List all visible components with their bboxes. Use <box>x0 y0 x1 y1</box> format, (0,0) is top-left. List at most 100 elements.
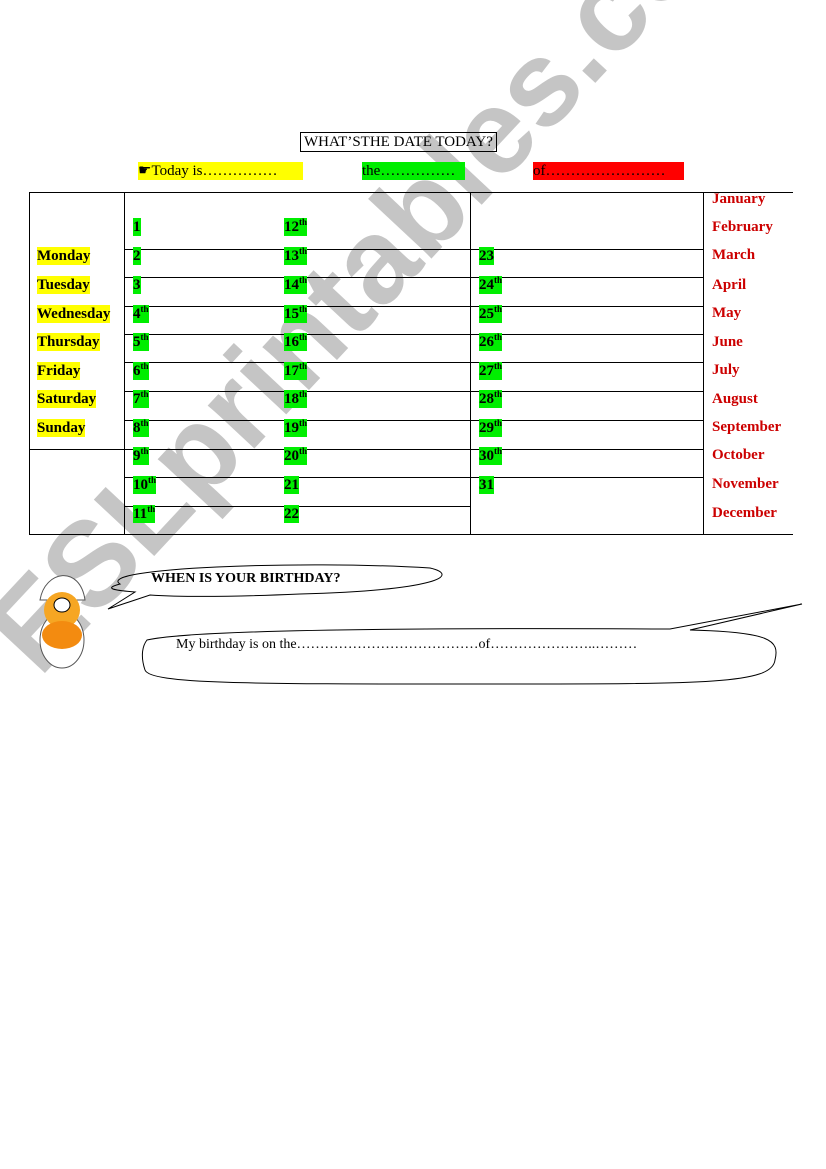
month-april: April <box>712 277 747 293</box>
day-number: 30 <box>479 448 494 464</box>
day-number: 29 <box>479 420 494 436</box>
day-number: 11 <box>133 506 148 522</box>
day-number: 10 <box>133 477 148 493</box>
ordinal-suffix: th <box>299 246 308 256</box>
number-cell: 9th <box>133 447 149 465</box>
weekday-thursday: Thursday <box>37 333 100 351</box>
table-border <box>29 449 124 450</box>
day-number: 31 <box>479 477 494 493</box>
ordinal-suffix: th <box>494 332 503 342</box>
table-border <box>29 534 793 535</box>
ordinal-suffix: th <box>494 446 503 456</box>
day-number: 23 <box>479 248 494 264</box>
number-cell: 18th <box>284 389 308 408</box>
table-border <box>470 449 703 450</box>
ordinal-suffix: th <box>140 446 149 456</box>
number-cell: 13th <box>284 246 308 265</box>
month-december: December <box>712 505 777 521</box>
garfield-egg-icon <box>39 575 86 669</box>
ordinal-suffix: th <box>494 275 503 285</box>
day-number: 2 <box>133 248 141 264</box>
weekday-monday: Monday <box>37 247 91 265</box>
day-number: 17 <box>284 363 299 379</box>
month-july: July <box>712 362 740 378</box>
table-border <box>470 334 703 335</box>
ordinal-suffix: th <box>494 418 503 428</box>
day-number: 3 <box>133 277 141 293</box>
day-number: 8 <box>133 420 141 436</box>
ordinal-suffix: th <box>299 446 308 456</box>
day-number: 27 <box>479 363 494 379</box>
worksheet-title: WHAT’STHE DATE TODAY? <box>300 132 497 152</box>
number-cell: 10th <box>133 475 157 494</box>
number-cell: 27th <box>479 361 503 380</box>
day-number: 1 <box>133 219 141 235</box>
birthday-answer-line[interactable]: My birthday is on the…………………………………of…………… <box>176 637 638 652</box>
ordinal-suffix: th <box>494 361 503 371</box>
month-august: August <box>712 391 758 407</box>
table-border <box>29 192 30 535</box>
day-number: 22 <box>284 506 299 522</box>
day-number: 16 <box>284 334 299 350</box>
month-september: September <box>712 419 782 435</box>
today-prompt: ☛Today is…………… <box>138 162 303 180</box>
number-cell: 3 <box>133 276 141 294</box>
number-cell: 25th <box>479 304 503 323</box>
table-border <box>29 192 793 193</box>
number-cell: 1 <box>133 218 141 236</box>
weekday-tuesday: Tuesday <box>37 276 90 294</box>
number-cell: 20th <box>284 446 308 465</box>
the-prompt: the…………… <box>362 162 465 180</box>
weekday-friday: Friday <box>37 362 81 380</box>
ordinal-suffix: th <box>494 304 503 314</box>
number-cell: 28th <box>479 389 503 408</box>
ordinal-suffix: th <box>140 361 149 371</box>
ordinal-suffix: th <box>299 389 308 399</box>
day-number: 15 <box>284 306 299 322</box>
table-border <box>470 192 471 535</box>
day-number: 21 <box>284 477 299 493</box>
ordinal-suffix: th <box>299 304 308 314</box>
day-number: 12 <box>284 219 299 235</box>
day-number: 24 <box>479 277 494 293</box>
day-number: 7 <box>133 391 141 407</box>
day-number: 5 <box>133 334 141 350</box>
table-border <box>470 391 703 392</box>
number-cell: 2 <box>133 247 141 265</box>
month-march: March <box>712 247 756 263</box>
ordinal-suffix: th <box>299 217 308 227</box>
number-cell: 30th <box>479 446 503 465</box>
ordinal-suffix: th <box>299 332 308 342</box>
table-border <box>470 420 703 421</box>
number-cell: 12th <box>284 217 308 236</box>
ordinal-suffix: th <box>494 389 503 399</box>
ordinal-suffix: th <box>299 361 308 371</box>
number-cell: 17th <box>284 361 308 380</box>
table-border <box>470 277 703 278</box>
month-november: November <box>712 476 779 492</box>
number-cell: 11th <box>133 505 156 523</box>
day-number: 20 <box>284 448 299 464</box>
weekday-wednesday: Wednesday <box>37 305 111 323</box>
number-cell: 31 <box>479 476 494 494</box>
table-border <box>470 249 703 250</box>
number-cell: 23 <box>479 247 494 265</box>
number-cell: 24th <box>479 275 503 294</box>
day-number: 28 <box>479 391 494 407</box>
table-border <box>470 362 703 363</box>
number-cell: 7th <box>133 390 149 408</box>
number-cell: 16th <box>284 332 308 351</box>
number-cell: 14th <box>284 276 308 294</box>
table-border <box>470 477 703 478</box>
table-border <box>703 192 704 535</box>
ordinal-suffix: th <box>140 418 149 428</box>
number-cell: 8th <box>133 419 149 437</box>
day-number: 26 <box>479 334 494 350</box>
day-number: 9 <box>133 448 141 464</box>
number-cell: 19th <box>284 419 308 437</box>
month-june: June <box>712 334 743 350</box>
answer-bubble-shape <box>141 603 803 685</box>
ordinal-suffix: th <box>148 475 157 485</box>
